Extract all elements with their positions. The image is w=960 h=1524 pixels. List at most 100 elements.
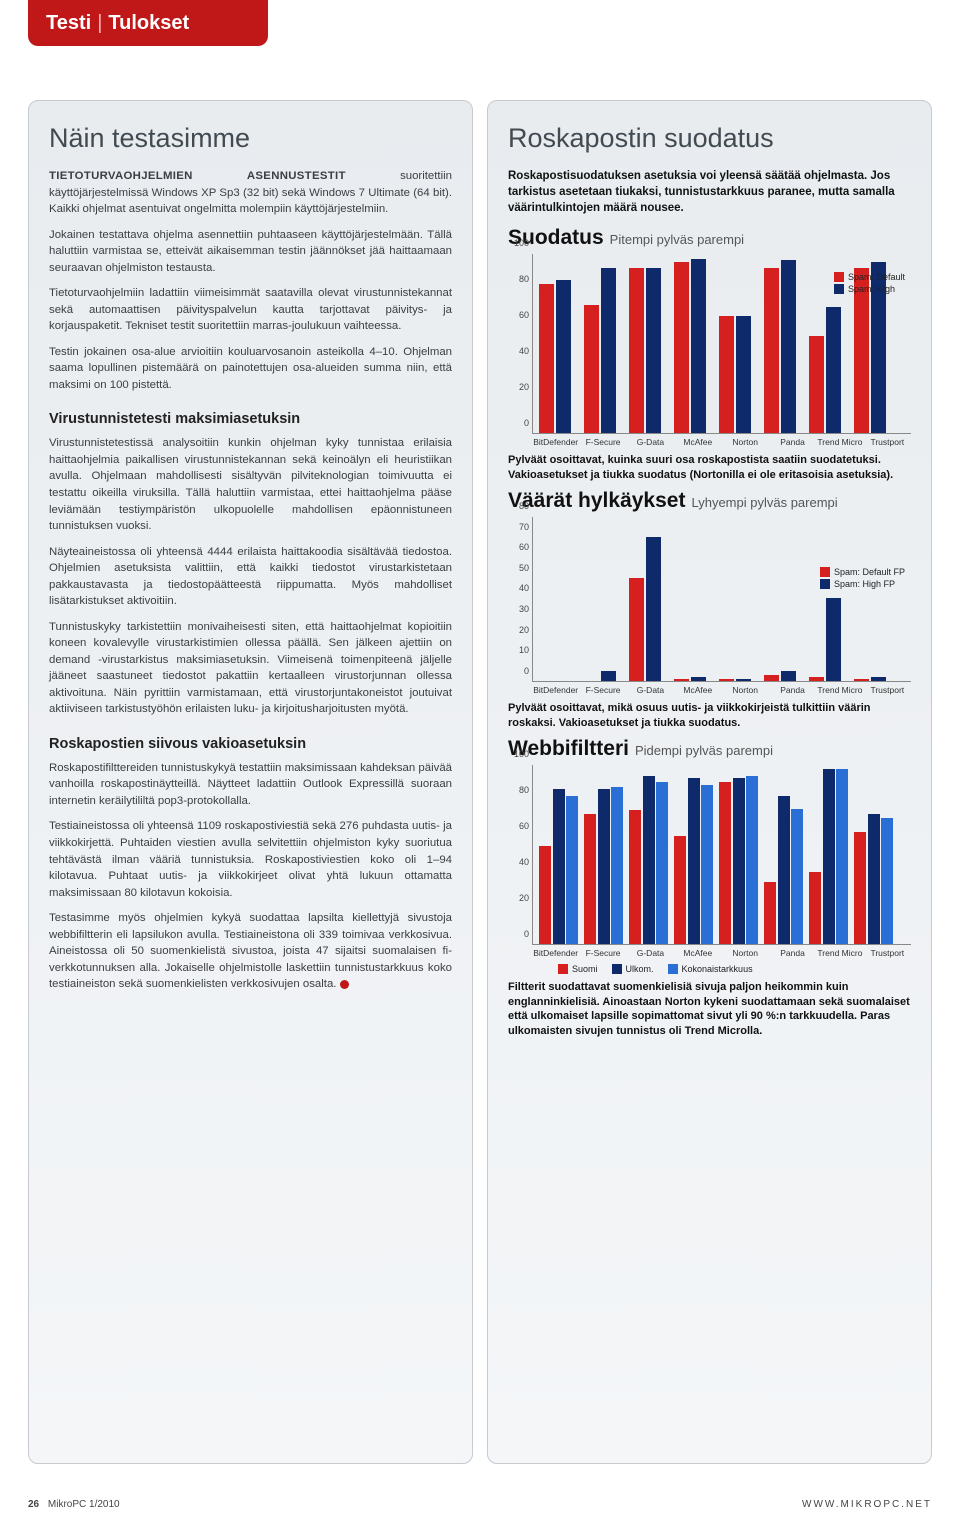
bar-group — [584, 787, 623, 944]
chart-caption: Filtterit suodattavat suomenkielisiä siv… — [508, 980, 911, 1039]
page-number: 26 — [28, 1499, 39, 1510]
bar — [646, 268, 661, 434]
bar — [836, 769, 848, 944]
y-tick: 20 — [509, 382, 529, 392]
left-p1: TIETOTURVAOHJELMIEN ASENNUSTESTIT suorit… — [49, 168, 452, 218]
y-tick: 100 — [509, 749, 529, 759]
page-footer: 26 MikroPC 1/2010 WWW.MIKROPC.NET — [28, 1499, 932, 1510]
bar — [791, 809, 803, 944]
bar — [719, 782, 731, 944]
y-tick: 70 — [509, 522, 529, 532]
bar-group — [809, 598, 841, 681]
right-panel: Roskapostin suodatus Roskapostisuodatuks… — [487, 100, 932, 1464]
bar — [733, 778, 745, 944]
end-bullet-icon — [340, 980, 349, 989]
bar — [736, 679, 751, 681]
x-label: G-Data — [627, 437, 674, 447]
x-label: BitDefender — [532, 437, 579, 447]
bar — [764, 268, 779, 434]
y-tick: 0 — [509, 418, 529, 428]
bar — [598, 789, 610, 944]
x-label: Norton — [722, 948, 769, 958]
y-tick: 40 — [509, 857, 529, 867]
x-label: Trend Micro — [816, 685, 863, 695]
y-tick: 80 — [509, 501, 529, 511]
bar-group — [809, 769, 848, 944]
chart-caption: Pylväät osoittavat, kuinka suuri osa ros… — [508, 453, 911, 483]
x-label: McAfee — [674, 685, 721, 695]
bar — [601, 671, 616, 681]
x-labels: BitDefenderF-SecureG-DataMcAfeeNortonPan… — [532, 437, 911, 447]
bar — [701, 785, 713, 943]
bar-group — [719, 316, 751, 433]
bar-group — [764, 260, 796, 433]
tab-label-1: Testi — [46, 12, 91, 35]
bar — [584, 305, 599, 433]
chart-title: Väärät hylkäyksetLyhyempi pylväs parempi — [508, 489, 911, 513]
x-label: Trend Micro — [816, 948, 863, 958]
chart-title: WebbifiltteriPidempi pylväs parempi — [508, 737, 911, 761]
footer-left: 26 MikroPC 1/2010 — [28, 1499, 120, 1510]
y-tick: 10 — [509, 645, 529, 655]
bar-group — [674, 677, 706, 681]
chart-legend: SuomiUlkom.Kokonaistarkkuus — [558, 964, 911, 974]
x-label: F-Secure — [579, 948, 626, 958]
bar — [719, 316, 734, 433]
footer-url: WWW.MIKROPC.NET — [802, 1499, 932, 1510]
chart-plot: 020406080100Spam: DefaultSpam: High — [532, 254, 911, 434]
x-label: G-Data — [627, 685, 674, 695]
bar — [674, 262, 689, 433]
bar-group — [629, 268, 661, 434]
chart-title: SuodatusPitempi pylväs parempi — [508, 226, 911, 250]
chart-webbi: WebbifiltteriPidempi pylväs parempi02040… — [508, 737, 911, 1039]
y-tick: 40 — [509, 346, 529, 356]
y-tick: 60 — [509, 310, 529, 320]
bar — [809, 336, 824, 433]
left-p9: Testiaineistossa oli yhteensä 1109 roska… — [49, 818, 452, 901]
bar-group — [584, 268, 616, 434]
bar — [868, 814, 880, 944]
bar — [778, 796, 790, 944]
x-label: Panda — [769, 437, 816, 447]
right-intro: Roskapostisuodatuksen asetuksia voi ylee… — [508, 168, 911, 216]
bar — [629, 268, 644, 434]
bar — [656, 782, 668, 944]
chart-vaarat: Väärät hylkäyksetLyhyempi pylväs parempi… — [508, 489, 911, 731]
y-tick: 60 — [509, 542, 529, 552]
bar — [629, 578, 644, 681]
tab-label-2: Tulokset — [108, 12, 189, 35]
x-label: Trend Micro — [816, 437, 863, 447]
x-label: Panda — [769, 685, 816, 695]
left-p5: Virustunnistetestissä analysoitiin kunki… — [49, 435, 452, 534]
left-p8: Roskapostifilttereiden tunnistuskykyä te… — [49, 760, 452, 810]
bar — [809, 677, 824, 681]
chart-legend: Spam: DefaultSpam: High — [834, 272, 905, 296]
chart-plot: 01020304050607080Spam: Default FPSpam: H… — [532, 517, 911, 682]
bar — [719, 679, 734, 681]
y-tick: 80 — [509, 274, 529, 284]
lead: TIETOTURVAOHJELMIEN ASENNUSTESTIT — [49, 170, 346, 182]
bar-group — [674, 259, 706, 434]
x-label: Trustport — [864, 685, 911, 695]
x-label: McAfee — [674, 948, 721, 958]
bar-group — [539, 789, 578, 944]
bar-group — [719, 776, 758, 943]
bar-group — [719, 679, 751, 681]
bar — [736, 316, 751, 433]
y-tick: 0 — [509, 929, 529, 939]
chart-caption: Pylväät osoittavat, mikä osuus uutis- ja… — [508, 701, 911, 731]
left-p3: Tietoturvaohjelmiin ladattiin viimeisimm… — [49, 285, 452, 335]
left-h2b: Roskapostien siivous vakioasetuksin — [49, 736, 452, 752]
bar — [781, 260, 796, 433]
bar-group — [629, 776, 668, 943]
x-label: Norton — [722, 437, 769, 447]
left-h2a: Virustunnistetesti maksimiasetuksin — [49, 411, 452, 427]
x-label: BitDefender — [532, 685, 579, 695]
y-tick: 60 — [509, 821, 529, 831]
bar — [566, 796, 578, 944]
left-panel: Näin testasimme TIETOTURVAOHJELMIEN ASEN… — [28, 100, 473, 1464]
y-tick: 0 — [509, 666, 529, 676]
main-columns: Näin testasimme TIETOTURVAOHJELMIEN ASEN… — [28, 100, 932, 1464]
right-title: Roskapostin suodatus — [508, 123, 911, 154]
y-tick: 20 — [509, 625, 529, 635]
